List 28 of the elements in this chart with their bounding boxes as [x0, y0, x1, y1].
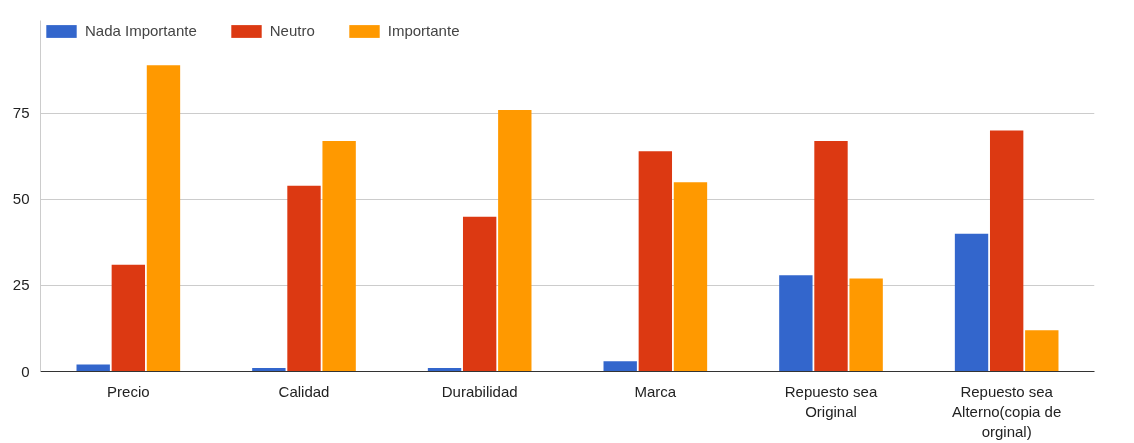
- x-tick-label: Calidad: [278, 382, 330, 400]
- x-tick-label: Repuesto sea Original: [784, 382, 878, 420]
- x-tick-label: Marca: [634, 382, 677, 400]
- x-tick-label: Repuesto sea Alterno(copia de orginal): [952, 382, 1062, 441]
- bar: [989, 130, 1024, 372]
- bar: [814, 140, 848, 372]
- bar: [287, 185, 321, 372]
- bar: [954, 233, 989, 372]
- legend-label: Neutro: [269, 22, 315, 39]
- bar: [849, 278, 883, 372]
- y-tick-label: 0: [21, 362, 30, 380]
- y-tick-label: 25: [12, 276, 30, 294]
- bar: [111, 264, 146, 372]
- x-tick-label: Precio: [107, 382, 150, 400]
- bar: [673, 182, 708, 372]
- bar: [603, 361, 637, 372]
- bar: [322, 140, 356, 372]
- bar: [779, 275, 813, 372]
- legend-label: Importante: [387, 22, 460, 39]
- bar: [1025, 330, 1059, 372]
- y-tick-label: 75: [12, 104, 30, 122]
- bar: [146, 65, 181, 372]
- y-tick-label: 50: [12, 190, 30, 208]
- bar: [462, 216, 497, 372]
- bar: [498, 109, 532, 372]
- legend-label: Nada Importante: [85, 22, 197, 39]
- x-tick-label: Durabilidad: [441, 382, 518, 400]
- bar: [638, 151, 673, 372]
